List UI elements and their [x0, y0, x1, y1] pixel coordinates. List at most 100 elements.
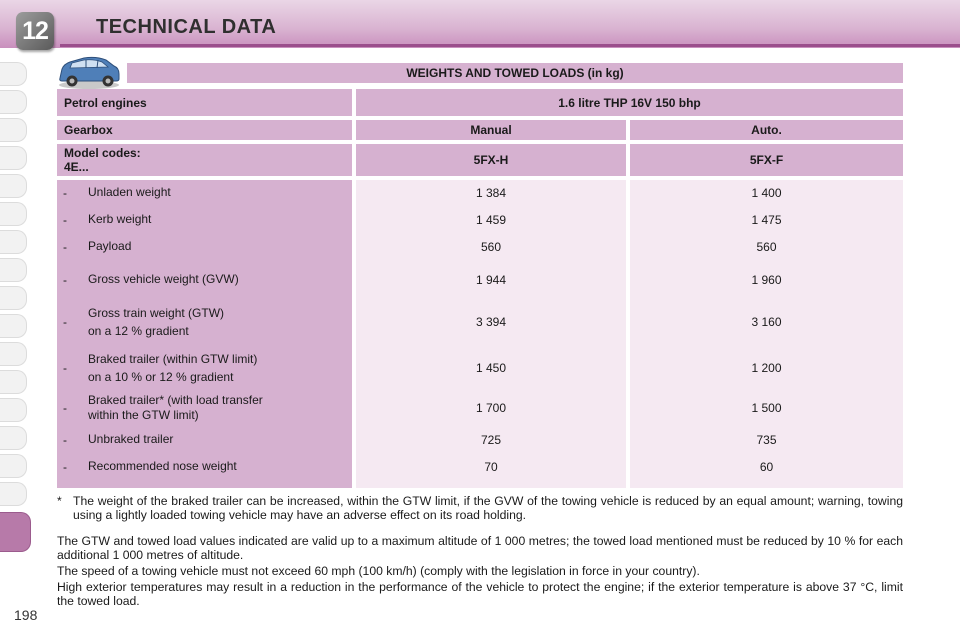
chapter-tab[interactable] — [0, 118, 27, 142]
row-label: - Gross train weight (GTW) on a 12 % gradi… — [57, 301, 352, 343]
row-label-text: Unladen weight — [88, 185, 171, 200]
table-row: - Gross train weight (GTW) on a 12 % gradi… — [57, 301, 903, 343]
engine-value: 1.6 litre THP 16V 150 bhp — [356, 89, 903, 116]
manual-column-bg — [356, 180, 626, 488]
value-manual: 70 — [484, 459, 498, 474]
page-header — [0, 0, 960, 48]
value-auto: 1 200 — [751, 361, 782, 375]
value-auto: 1 500 — [751, 401, 782, 415]
chapter-tab[interactable] — [0, 426, 27, 450]
chapter-tab-active[interactable] — [0, 512, 31, 552]
table-row: - Gross vehicle weight (GVW) 1 944 1 960 — [57, 263, 903, 296]
value-auto: 560 — [756, 239, 777, 254]
chapter-tab[interactable] — [0, 314, 27, 338]
value-manual: 1 384 — [475, 185, 507, 200]
row-label-line2: on a 12 % gradient — [88, 323, 189, 338]
gearbox-label: Gearbox — [57, 120, 352, 140]
page-title: TECHNICAL DATA — [96, 16, 277, 38]
row-label-line1: Gross train weight (GTW) — [88, 305, 225, 320]
bullet-dash: - — [63, 315, 67, 329]
row-label-line1: Gross vehicle weight (GVW) — [88, 272, 239, 286]
bullet-dash: - — [63, 272, 67, 287]
gearbox-manual: Manual — [356, 120, 626, 140]
chapter-tab[interactable] — [0, 342, 27, 366]
row-label: - Kerb weight — [57, 207, 352, 232]
row-label: - Braked trailer* (with load transfer with… — [57, 389, 352, 427]
value-auto: 60 — [759, 459, 774, 474]
temperature-paragraph: High exterior temperatures may result in… — [57, 580, 903, 608]
row-label-text: Gross vehicle weight (GVW) — [88, 272, 239, 287]
bullet-dash: - — [63, 212, 67, 227]
row-label: - Unbraked trailer — [57, 427, 352, 452]
table-row: - Payload 560 560 — [57, 234, 903, 259]
chapter-tab[interactable] — [0, 482, 27, 506]
row-label-line1: Payload — [88, 239, 132, 253]
table-title: WEIGHTS AND TOWED LOADS (in kg) — [127, 63, 903, 83]
chapter-tab[interactable] — [0, 202, 27, 226]
value-manual: 1 944 — [475, 272, 507, 287]
model-codes-label-line2: 4E... — [64, 160, 89, 174]
chapter-tab[interactable] — [0, 398, 27, 422]
row-label-text: Braked trailer* (with load transfer withi… — [88, 393, 263, 423]
row-label-line1: Unbraked trailer — [88, 432, 174, 446]
row-label: - Recommended nose weight — [57, 454, 352, 479]
row-label-text: Braked trailer (within GTW limit) on a 10… — [88, 352, 257, 385]
table-row: - Unbraked trailer 725 735 — [57, 427, 903, 452]
table-title-row: WEIGHTS AND TOWED LOADS (in kg) — [57, 63, 903, 83]
table-row: - Kerb weight 1 459 1 475 — [57, 207, 903, 232]
footnote-marker: * — [57, 494, 62, 508]
chapter-tab[interactable] — [0, 230, 27, 254]
altitude-paragraph: The GTW and towed load values indicated … — [57, 534, 903, 562]
label-column-bg — [57, 180, 352, 488]
row-label: - Unladen weight — [57, 180, 352, 205]
row-label-line1: Unladen weight — [88, 185, 171, 199]
chapter-tab[interactable] — [0, 454, 27, 478]
bullet-dash: - — [63, 185, 67, 200]
table-row: - Unladen weight 1 384 1 400 — [57, 180, 903, 205]
row-label: - Braked trailer (within GTW limit) on a 1… — [57, 347, 352, 389]
value-auto: 1 475 — [751, 212, 782, 227]
model-code-auto: 5FX-F — [630, 144, 903, 176]
row-label-text: Unbraked trailer — [88, 432, 173, 447]
value-manual: 1 700 — [475, 401, 507, 415]
row-label-line1: Braked trailer (within GTW limit) — [88, 351, 258, 366]
chapter-tab[interactable] — [0, 146, 27, 170]
engine-label: Petrol engines — [57, 89, 352, 116]
table-row: - Recommended nose weight 70 60 — [57, 454, 903, 479]
model-codes-label-line1: Model codes: — [64, 146, 141, 160]
value-manual: 560 — [480, 239, 502, 254]
model-codes-label: Model codes: 4E... — [57, 144, 352, 176]
bullet-dash: - — [63, 361, 67, 375]
chapter-badge: 12 — [16, 12, 54, 50]
page-number: 198 — [14, 607, 38, 623]
speed-paragraph: The speed of a towing vehicle must not e… — [57, 564, 700, 578]
table-row: - Braked trailer* (with load transfer with… — [57, 389, 903, 427]
model-code-manual: 5FX-H — [356, 144, 626, 176]
row-label-text: Payload — [88, 239, 131, 254]
value-auto: 3 160 — [751, 315, 782, 329]
row-label: - Gross vehicle weight (GVW) — [57, 263, 352, 296]
chapter-tabs — [0, 62, 31, 582]
engine-row: Petrol engines 1.6 litre THP 16V 150 bhp — [57, 89, 903, 116]
row-label: - Payload — [57, 234, 352, 259]
chapter-tab[interactable] — [0, 174, 27, 198]
value-auto: 735 — [756, 432, 777, 447]
gearbox-row: Gearbox Manual Auto. — [57, 120, 903, 140]
model-codes-row: Model codes: 4E... 5FX-H 5FX-F — [57, 144, 903, 176]
row-label-text: Kerb weight — [88, 212, 151, 227]
bullet-dash: - — [63, 239, 67, 254]
table-row: - Braked trailer (within GTW limit) on a 1… — [57, 347, 903, 389]
row-label-line2: within the GTW limit) — [88, 408, 199, 422]
chapter-tab[interactable] — [0, 62, 27, 86]
chapter-tab[interactable] — [0, 90, 27, 114]
value-manual: 1 459 — [475, 212, 507, 227]
gearbox-auto: Auto. — [630, 120, 903, 140]
chapter-tab[interactable] — [0, 370, 27, 394]
row-label-text: Gross train weight (GTW) on a 12 % gradie… — [88, 306, 224, 339]
footnote-text: The weight of the braked trailer can be … — [73, 494, 903, 522]
row-label-line1: Recommended nose weight — [88, 459, 237, 473]
value-auto: 1 400 — [751, 185, 782, 200]
chapter-tab[interactable] — [0, 286, 27, 310]
chapter-tab[interactable] — [0, 258, 27, 282]
data-block — [57, 180, 903, 488]
